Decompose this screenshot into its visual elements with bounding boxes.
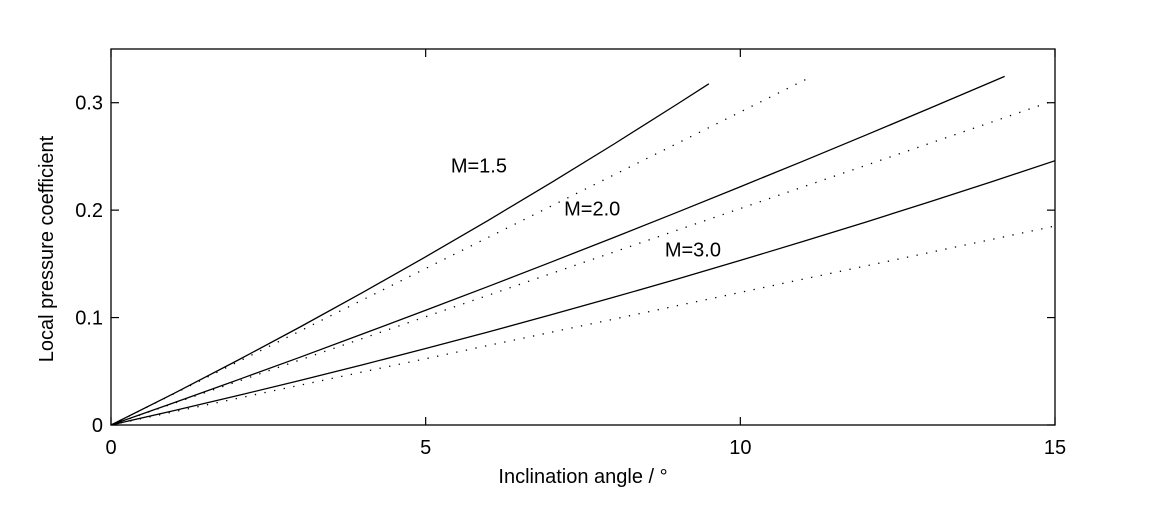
y-axis-label: Local pressure coefficient [36,135,58,362]
x-tick-label: 5 [420,437,431,459]
curve-label-2: M=3.0 [665,239,721,261]
dotted-curve-5 [111,225,1055,425]
annotation-layer: M=1.5 M=2.0 M=3.0 [451,156,721,262]
x-tick-label: 10 [729,437,751,459]
series-layer [111,75,1055,425]
plot-area-frame [110,48,1056,426]
solid-curve-2 [111,75,1005,425]
y-tick-label: 0 [92,415,103,437]
x-tick-label: 0 [105,437,116,459]
x-axis-label: Inclination angle / ° [498,466,667,488]
curve-label-1: M=2.0 [564,199,620,221]
ticks-layer: 0 5 10 15 0 0.1 0.2 0.3 [75,49,1066,459]
solid-curve-4 [111,160,1055,425]
solid-curve-0 [111,83,710,425]
x-tick-label: 15 [1044,437,1066,459]
y-tick-label: 0.3 [75,93,103,115]
curve-label-0: M=1.5 [451,156,507,178]
y-tick-label: 0.1 [75,308,103,330]
dotted-curve-1 [111,76,810,425]
y-tick-label: 0.2 [75,200,103,222]
